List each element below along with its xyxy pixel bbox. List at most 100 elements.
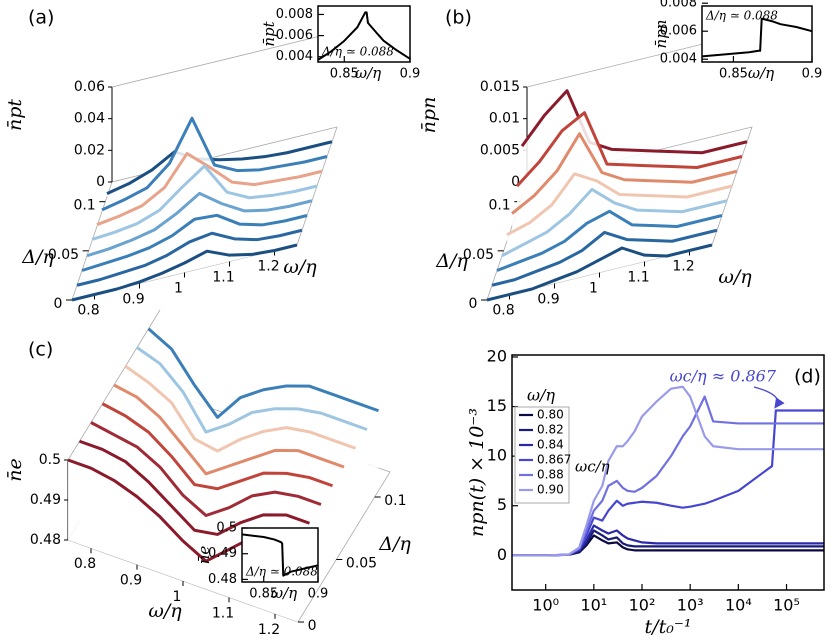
- legend-label: 0.82: [537, 423, 564, 437]
- y-tick-label: 0.006: [276, 28, 313, 43]
- x-tick-label: 0.9: [122, 292, 144, 308]
- x-tick-label: 0.9: [120, 573, 142, 589]
- y-tick-label: 0.008: [276, 7, 313, 22]
- y-tick-label: 0.5: [216, 521, 237, 536]
- x-tick-label: 1: [174, 281, 183, 297]
- slice-line: [491, 228, 718, 287]
- y-tick-label: 0.48: [208, 572, 237, 587]
- y-tick-label: 0.008: [660, 0, 697, 11]
- x-tick-label: 1.1: [627, 270, 649, 286]
- slice-line: [90, 421, 322, 517]
- slice-line: [496, 209, 723, 272]
- y-tick-label: 5: [497, 495, 507, 514]
- slice-line: [124, 365, 357, 453]
- slice-line: [96, 152, 323, 227]
- x-tick-label: 0.9: [537, 292, 559, 308]
- annotation: Δ/η ≃ 0.088: [705, 9, 778, 23]
- series-line: [701, 17, 813, 58]
- x-tick-label: 10¹: [580, 596, 607, 615]
- y-axis-label: n̄pn: [652, 20, 670, 49]
- legend-label: 0.84: [537, 438, 564, 452]
- y-tick-label: 0: [53, 296, 62, 312]
- y-tick-label: 0.49: [208, 546, 237, 561]
- slice-line: [515, 111, 743, 188]
- z-tick-label: 0.04: [74, 111, 105, 127]
- y-tick-label: 0.05: [346, 556, 377, 572]
- y-tick-label: 15: [487, 396, 507, 415]
- series-line: [241, 533, 319, 577]
- y-tick-label: 0.05: [463, 247, 494, 263]
- z-tick-label: 0.005: [480, 142, 520, 158]
- legend-note: ωc/η: [575, 458, 610, 476]
- z-tick-label: 0.01: [489, 111, 520, 127]
- y-tick-label: 0.004: [660, 52, 697, 67]
- panel-label: (d): [794, 366, 821, 388]
- x-tick-label: 1: [589, 281, 598, 297]
- x-tick-label: 10⁰: [532, 596, 559, 615]
- x-axis-label: ω/η: [718, 266, 752, 288]
- slice-line: [101, 116, 328, 212]
- y-axis-label: Δ/η: [435, 250, 468, 272]
- x-tick-label: 0.8: [74, 556, 96, 572]
- slice-line: [506, 172, 733, 236]
- floor-box: [71, 126, 338, 301]
- x-tick-label: 1.2: [672, 259, 694, 275]
- z-tick-label: 0.02: [74, 142, 105, 158]
- slice-line: [101, 402, 334, 491]
- slice-line: [511, 132, 738, 215]
- curtain: [102, 118, 327, 212]
- back-wall: [111, 31, 338, 88]
- legend-label: 0.80: [537, 408, 564, 422]
- z-tick-label: 0.49: [30, 492, 61, 508]
- x-tick-label: 1: [173, 589, 182, 605]
- x-tick-label: 0.9: [400, 67, 421, 82]
- legend-box: [514, 406, 570, 504]
- y-tick-label: 0.006: [660, 24, 697, 39]
- x-axis-label: t/t₀⁻¹: [645, 616, 692, 638]
- x-tick-label: 1.1: [212, 270, 234, 286]
- panel-label: (b): [445, 7, 472, 29]
- z-axis-label: n̄pt: [4, 99, 26, 131]
- z-tick-label: 0.48: [30, 532, 61, 548]
- curtain: [77, 230, 302, 286]
- plot-frame: [317, 5, 411, 63]
- y-axis-label: n̄e: [195, 546, 213, 565]
- z-tick-label: 0.06: [74, 79, 105, 95]
- x-tick-label: 1.1: [212, 605, 234, 621]
- slice-line: [86, 191, 313, 258]
- y-axis-label: npn(t) × 10⁻³: [466, 408, 488, 537]
- slice-line: [501, 187, 728, 258]
- z-tick-label: 0: [96, 174, 105, 190]
- panel-label: (c): [28, 339, 53, 361]
- series-line: [317, 11, 411, 61]
- y-tick-label: 0: [308, 618, 317, 634]
- y-tick-label: 0: [497, 545, 507, 564]
- x-tick-label: 10⁵: [773, 596, 800, 615]
- annotation: Δ/η ≃ 0.088: [321, 45, 394, 59]
- series-line: [512, 409, 824, 557]
- plot-frame: [701, 5, 813, 63]
- x-tick-label: 0.9: [802, 67, 823, 82]
- y-tick-label: 20: [487, 346, 507, 365]
- plot-frame: [511, 354, 825, 591]
- slice-line: [520, 89, 748, 155]
- x-tick-label: 0.8: [492, 303, 514, 319]
- y-axis-label: Δ/η: [21, 246, 54, 268]
- slice-line: [486, 243, 713, 302]
- y-tick-label: 10: [487, 446, 507, 465]
- annotation-arrow: [753, 386, 785, 409]
- x-axis-label: ω/η: [148, 600, 182, 622]
- x-axis-label: ω/η: [748, 64, 774, 82]
- legend-label: 0.88: [537, 468, 564, 482]
- plot-background: [242, 528, 318, 582]
- x-axis-label: ω/η: [271, 584, 297, 602]
- legend-title: ω/η: [527, 386, 555, 405]
- x-tick-label: 10³: [677, 596, 704, 615]
- slice-line: [78, 439, 311, 536]
- slice-line: [71, 243, 298, 302]
- plot-background: [702, 6, 812, 62]
- x-tick-label: 10⁴: [725, 596, 752, 615]
- y-tick-label: 0.1: [73, 198, 95, 214]
- slice-line: [81, 213, 308, 272]
